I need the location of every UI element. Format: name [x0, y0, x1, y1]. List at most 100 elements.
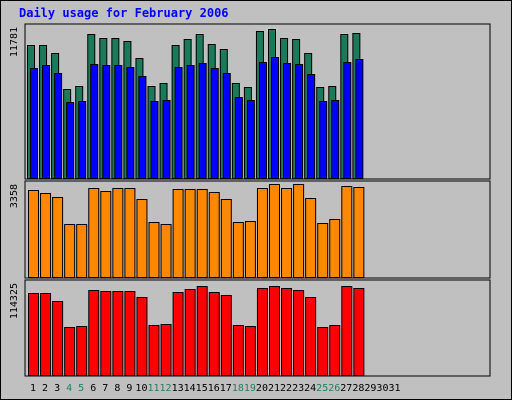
panel-3-max-label: 114325 [9, 283, 20, 319]
bar-panel2-series1-day-27 [341, 186, 353, 278]
bar-panel2-series1-day-2 [40, 193, 52, 278]
bar-panel1-series2-day-11 [150, 101, 159, 179]
bar-panel1-series2-day-4 [66, 102, 75, 179]
x-tick-label-8: 8 [114, 383, 120, 394]
bar-panel1-series2-day-24 [307, 74, 316, 179]
bar-panel1-series2-day-3 [54, 73, 63, 179]
bar-panel1-series2-day-17 [222, 73, 231, 179]
bar-panel1-series2-day-13 [174, 67, 183, 179]
bar-panel2-series1-day-9 [124, 188, 136, 278]
bar-panel3-series1-day-15 [196, 286, 208, 376]
x-tick-label-27: 27 [340, 383, 352, 394]
bar-panel2-series1-day-19 [244, 221, 256, 278]
x-tick-label-17: 17 [220, 383, 232, 394]
bar-panel3-series1-day-3 [52, 301, 64, 376]
bar-panel3-series1-day-22 [281, 288, 293, 376]
bar-panel2-series1-day-24 [305, 198, 317, 278]
x-tick-label-30: 30 [376, 383, 388, 394]
x-tick-label-15: 15 [196, 383, 208, 394]
bar-panel3-series1-day-4 [64, 327, 76, 376]
bar-panel1-series2-day-27 [343, 62, 352, 179]
bar-panel1-series2-day-16 [210, 68, 219, 179]
bar-panel1-series2-day-23 [295, 64, 304, 179]
bar-panel1-series2-day-15 [198, 63, 207, 179]
bar-panel1-series2-day-26 [331, 100, 340, 179]
bar-panel3-series1-day-23 [293, 290, 305, 376]
bar-panel2-series1-day-11 [148, 222, 160, 278]
bar-panel2-series1-day-23 [293, 184, 305, 278]
x-tick-label-26: 26 [328, 383, 340, 394]
bar-panel3-series1-day-5 [76, 326, 88, 376]
bar-panel2-series1-day-18 [232, 222, 244, 278]
bar-panel3-series1-day-6 [88, 290, 100, 376]
bar-panel3-series1-day-16 [208, 292, 220, 376]
x-tick-label-28: 28 [352, 383, 364, 394]
bar-panel2-series1-day-4 [64, 224, 76, 278]
bar-panel2-series1-day-3 [52, 197, 64, 278]
bar-panel1-series2-day-12 [162, 100, 171, 179]
bar-panel1-series2-day-20 [258, 62, 267, 179]
bar-panel1-series2-day-6 [90, 64, 99, 179]
bar-panel2-series1-day-15 [196, 189, 208, 278]
x-tick-label-11: 11 [147, 383, 159, 394]
x-tick-label-1: 1 [30, 383, 36, 394]
bar-panel1-series2-day-5 [78, 101, 87, 179]
bar-panel1-series2-day-1 [30, 68, 38, 179]
bar-panel3-series1-day-1 [28, 293, 39, 376]
x-tick-label-7: 7 [102, 383, 108, 394]
bar-panel1-series2-day-18 [234, 97, 243, 179]
bar-panel3-series1-day-25 [317, 327, 329, 376]
bar-panel2-series1-day-7 [100, 191, 112, 278]
bar-panel1-series2-day-22 [283, 63, 292, 179]
bar-panel2-series1-day-10 [136, 199, 148, 278]
bar-panel3-series1-day-11 [148, 325, 160, 376]
panel-2-max-label: 3358 [9, 184, 20, 208]
bar-panel3-series1-day-9 [124, 291, 136, 376]
x-tick-label-9: 9 [126, 383, 132, 394]
x-tick-label-19: 19 [244, 383, 256, 394]
x-tick-label-25: 25 [316, 383, 328, 394]
x-tick-label-2: 2 [42, 383, 48, 394]
bar-panel2-series1-day-13 [172, 189, 184, 278]
bar-panel3-series1-day-13 [172, 292, 184, 376]
x-tick-label-10: 10 [135, 383, 147, 394]
bar-panel3-series1-day-27 [341, 286, 353, 376]
x-tick-label-18: 18 [232, 383, 244, 394]
bar-panel3-series1-day-10 [136, 297, 148, 376]
bar-panel1-series2-day-9 [126, 67, 135, 179]
bar-panel1-series2-day-28 [355, 59, 364, 179]
bar-panel3-series1-day-17 [220, 295, 232, 376]
bar-panel3-series1-day-8 [112, 291, 124, 376]
x-tick-label-29: 29 [364, 383, 376, 394]
bar-panel1-series2-day-10 [138, 76, 147, 179]
bar-panel1-series2-day-25 [319, 101, 328, 179]
x-tick-label-5: 5 [78, 383, 84, 394]
bar-panel2-series1-day-12 [160, 224, 172, 278]
bar-panel3-series1-day-12 [160, 324, 172, 376]
x-tick-label-31: 31 [388, 383, 400, 394]
bar-panel1-series2-day-21 [271, 57, 279, 179]
bar-panel1-series2-day-7 [102, 65, 111, 179]
x-tick-label-22: 22 [280, 383, 292, 394]
bar-panel2-series1-day-20 [256, 188, 268, 278]
x-tick-label-6: 6 [90, 383, 96, 394]
x-tick-label-4: 4 [66, 383, 72, 394]
bar-panel3-series1-day-18 [232, 325, 244, 376]
bar-panel2-series1-day-1 [28, 190, 39, 278]
bar-panel3-series1-day-28 [353, 288, 365, 376]
bar-panel2-series1-day-28 [353, 187, 365, 278]
bar-panel1-series2-day-2 [42, 65, 51, 179]
x-tick-label-13: 13 [172, 383, 184, 394]
bar-panel3-series1-day-26 [329, 325, 341, 376]
x-tick-label-14: 14 [184, 383, 196, 394]
bar-panel2-series1-day-6 [88, 188, 100, 278]
bar-panel3-series1-day-14 [184, 289, 196, 376]
bar-panel2-series1-day-25 [317, 223, 329, 278]
x-tick-label-3: 3 [54, 383, 60, 394]
bar-panel2-series1-day-16 [208, 192, 220, 278]
x-tick-label-23: 23 [292, 383, 304, 394]
bar-panel3-series1-day-2 [40, 293, 52, 376]
bar-panel2-series1-day-21 [269, 184, 280, 278]
bar-panel2-series1-day-22 [281, 188, 293, 278]
